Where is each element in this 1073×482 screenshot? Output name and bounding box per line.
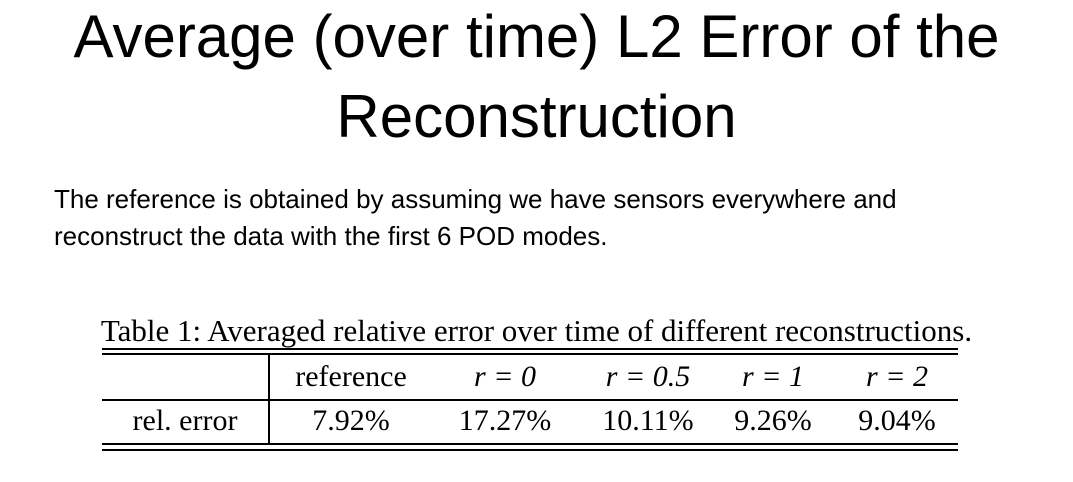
table-bottom-rule-inner [102, 443, 958, 445]
description-line-1: The reference is obtained by assuming we… [54, 181, 1064, 217]
table-top-rule-outer [102, 348, 958, 350]
table-row-label: rel. error [106, 404, 264, 438]
table-cell-r1: 9.26% [718, 404, 828, 438]
table-cell-r2: 9.04% [838, 404, 956, 438]
table-cell-reference: 7.92% [276, 404, 426, 438]
slide-title-line-2: Reconstruction [0, 86, 1073, 148]
table-header-reference: reference [276, 360, 426, 394]
table-caption: Table 1: Averaged relative error over ti… [0, 313, 1073, 349]
table-cell-r05: 10.11% [578, 404, 718, 438]
description-line-2: reconstruct the data with the first 6 PO… [54, 218, 1064, 254]
table-header-r1: r = 1 [718, 360, 828, 394]
table-column-divider [268, 355, 270, 443]
table-header-r05: r = 0.5 [578, 360, 718, 394]
table-header-r2: r = 2 [838, 360, 956, 394]
table-header-rule [102, 399, 958, 401]
table-header-r0: r = 0 [440, 360, 570, 394]
slide-title-line-1: Average (over time) L2 Error of the [0, 6, 1073, 68]
table-top-rule-inner [102, 353, 958, 355]
table-cell-r0: 17.27% [440, 404, 570, 438]
table-bottom-rule-outer [102, 449, 958, 451]
